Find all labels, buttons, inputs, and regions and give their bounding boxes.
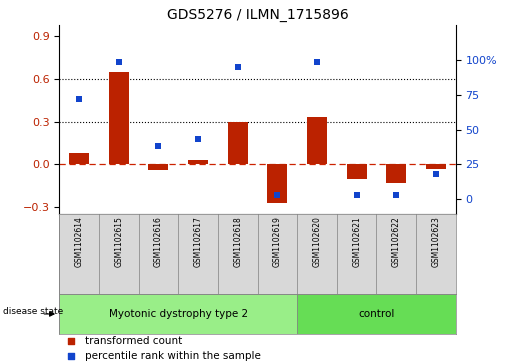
Text: GSM1102615: GSM1102615 bbox=[114, 217, 123, 268]
Text: disease state: disease state bbox=[3, 307, 63, 317]
Point bbox=[194, 136, 202, 142]
Point bbox=[313, 58, 321, 64]
Text: transformed count: transformed count bbox=[85, 336, 182, 346]
Text: GSM1102621: GSM1102621 bbox=[352, 217, 361, 267]
Text: control: control bbox=[358, 309, 394, 319]
Point bbox=[67, 338, 75, 344]
Point bbox=[154, 143, 162, 149]
Bar bbox=[188, 160, 208, 164]
Text: GSM1102622: GSM1102622 bbox=[392, 217, 401, 267]
Text: percentile rank within the sample: percentile rank within the sample bbox=[85, 351, 261, 361]
Bar bbox=[109, 72, 129, 164]
Text: GSM1102614: GSM1102614 bbox=[75, 217, 83, 268]
Bar bbox=[267, 164, 287, 203]
Text: GSM1102619: GSM1102619 bbox=[273, 217, 282, 268]
Point bbox=[67, 353, 75, 359]
Text: GSM1102616: GSM1102616 bbox=[154, 217, 163, 268]
Point bbox=[432, 171, 440, 177]
Bar bbox=[347, 164, 367, 179]
Bar bbox=[228, 122, 248, 164]
Text: GSM1102617: GSM1102617 bbox=[194, 217, 202, 268]
Text: GSM1102620: GSM1102620 bbox=[313, 217, 321, 268]
Point bbox=[233, 64, 242, 70]
Title: GDS5276 / ILMN_1715896: GDS5276 / ILMN_1715896 bbox=[167, 8, 348, 22]
Point bbox=[392, 192, 401, 198]
Bar bbox=[69, 153, 89, 164]
Bar bbox=[386, 164, 406, 183]
Bar bbox=[148, 164, 168, 170]
Bar bbox=[59, 294, 297, 334]
Text: Myotonic dystrophy type 2: Myotonic dystrophy type 2 bbox=[109, 309, 248, 319]
Point bbox=[352, 192, 360, 198]
Point bbox=[114, 58, 123, 64]
Point bbox=[273, 192, 281, 198]
Text: GSM1102623: GSM1102623 bbox=[432, 217, 440, 268]
Bar bbox=[307, 117, 327, 164]
Point bbox=[75, 96, 83, 102]
Bar bbox=[426, 164, 446, 168]
Text: GSM1102618: GSM1102618 bbox=[233, 217, 242, 267]
Bar bbox=[297, 294, 456, 334]
